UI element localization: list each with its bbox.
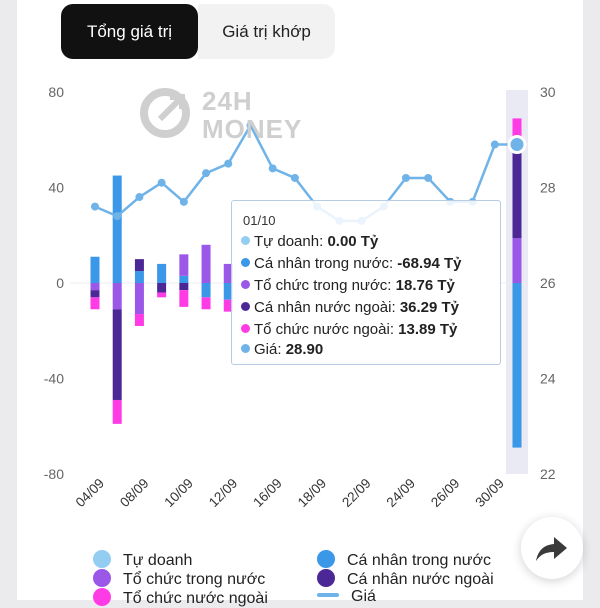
- price-point[interactable]: [490, 140, 499, 149]
- bar-segment[interactable]: [512, 238, 522, 283]
- bar-segment[interactable]: [179, 275, 189, 283]
- chart-area: 80 40 0 -40 -80 30 28 26 24 22 04/09 08/09 10/09 12/0…: [44, 84, 556, 511]
- price-point[interactable]: [91, 202, 99, 211]
- tooltip-row-gia: Giá: 28.90: [241, 341, 323, 358]
- y-right-tick: 22: [540, 466, 556, 482]
- tooltip-row-tu-doanh: Tự doanh: 0.00 Tỷ: [241, 233, 378, 250]
- bar-segment[interactable]: [90, 283, 100, 291]
- legend-item-gia[interactable]: Giá: [317, 588, 376, 606]
- price-point[interactable]: [179, 197, 188, 206]
- bar-segment[interactable]: [179, 290, 189, 307]
- bar-segment[interactable]: [223, 263, 233, 283]
- svg-text:MONEY: MONEY: [202, 114, 302, 142]
- price-point-highlight[interactable]: [507, 135, 527, 155]
- bar-segment[interactable]: [134, 314, 144, 326]
- bar-segment[interactable]: [179, 283, 189, 291]
- y-right-tick: 28: [540, 180, 556, 196]
- price-point[interactable]: [113, 212, 122, 221]
- bar-segment[interactable]: [112, 175, 122, 283]
- y-right-tick: 26: [540, 275, 556, 291]
- tooltip-row-to-chuc-trong-nuoc: Tổ chức trong nước: 18.76 Tỷ: [241, 277, 455, 294]
- bar-segment[interactable]: [112, 283, 122, 310]
- tooltip-row-to-chuc-nuoc-ngoai: Tổ chức nước ngoài: 13.89 Tỷ: [241, 321, 457, 338]
- y-left-tick: 40: [48, 180, 64, 196]
- legend-item-to-chuc-trong-nuoc[interactable]: Tổ chức trong nước: [93, 569, 265, 589]
- bar-segment[interactable]: [134, 283, 144, 315]
- bar-segment[interactable]: [512, 283, 522, 448]
- x-tick-label: 10/09: [161, 476, 196, 511]
- bar-segment[interactable]: [90, 290, 100, 298]
- price-point[interactable]: [135, 193, 144, 202]
- share-button[interactable]: [521, 517, 583, 579]
- legend-item-ca-nhan-nuoc-ngoai[interactable]: Cá nhân nước ngoài: [317, 569, 494, 589]
- x-tick-label: 04/09: [73, 476, 108, 511]
- price-line: [94, 122, 517, 223]
- price-point[interactable]: [401, 173, 410, 182]
- price-point[interactable]: [202, 169, 211, 178]
- x-tick-label: 08/09: [117, 476, 152, 511]
- tab-matched-value[interactable]: Giá trị khớp: [198, 4, 335, 59]
- legend-item-ca-nhan-trong-nuoc[interactable]: Cá nhân trong nước: [317, 550, 491, 570]
- bar-segment[interactable]: [157, 263, 167, 283]
- x-tick-label: 30/09: [472, 476, 507, 511]
- share-arrow-icon: [536, 537, 567, 561]
- x-tick-label: 18/09: [295, 476, 330, 511]
- bar-segment[interactable]: [112, 399, 122, 424]
- bar-segment[interactable]: [90, 256, 100, 283]
- x-tick-label: 22/09: [339, 476, 374, 511]
- y-left-tick: -80: [44, 466, 64, 482]
- chart-legend: Tự doanh Cá nhân trong nước Tổ chức tron…: [0, 540, 600, 607]
- x-tick-label: 24/09: [384, 476, 419, 511]
- y-right-tick: 24: [540, 371, 556, 387]
- y-left-tick: -40: [44, 371, 64, 387]
- price-point[interactable]: [157, 178, 166, 187]
- bar-segment[interactable]: [179, 254, 189, 276]
- bar-segment[interactable]: [201, 283, 211, 298]
- y-right-tick: 30: [540, 84, 556, 100]
- bar-segment[interactable]: [134, 259, 144, 272]
- svg-text:24H: 24H: [202, 86, 253, 116]
- tooltip-date: 01/10: [243, 213, 276, 228]
- x-tick-label: 16/09: [250, 476, 285, 511]
- price-point[interactable]: [290, 173, 299, 182]
- price-point[interactable]: [246, 121, 255, 130]
- tooltip-row-ca-nhan-trong-nuoc: Cá nhân trong nước: -68.94 Tỷ: [241, 255, 462, 272]
- bar-segment[interactable]: [112, 309, 122, 400]
- bar-segment[interactable]: [157, 292, 167, 298]
- tab-total-value[interactable]: Tổng giá trị: [61, 4, 198, 59]
- bar-segment[interactable]: [134, 271, 144, 283]
- bar-segment[interactable]: [201, 244, 211, 283]
- tooltip-row-ca-nhan-nuoc-ngoai: Cá nhân nước ngoài: 36.29 Tỷ: [241, 299, 459, 316]
- bar-segment[interactable]: [512, 118, 522, 152]
- y-left-tick: 0: [56, 275, 64, 291]
- x-tick-label: 26/09: [428, 476, 463, 511]
- bar-segment[interactable]: [223, 299, 233, 312]
- bar-segment[interactable]: [223, 283, 233, 300]
- legend-item-tu-doanh[interactable]: Tự doanh: [93, 550, 192, 570]
- price-point[interactable]: [424, 173, 433, 182]
- bar-segment[interactable]: [157, 283, 167, 293]
- bar-segment[interactable]: [201, 297, 211, 310]
- y-left-tick: 80: [48, 84, 64, 100]
- x-tick-label: 12/09: [206, 476, 241, 511]
- bar-segment[interactable]: [512, 151, 522, 239]
- price-point[interactable]: [224, 159, 233, 168]
- bar-segment[interactable]: [90, 297, 100, 310]
- legend-item-to-chuc-nuoc-ngoai[interactable]: Tổ chức nước ngoài: [93, 588, 268, 608]
- chart-tooltip: 01/10 Tự doanh: 0.00 Tỷ Cá nhân trong nư…: [231, 200, 501, 365]
- price-point[interactable]: [268, 164, 277, 173]
- watermark-logo: 24H MONEY: [138, 86, 313, 147]
